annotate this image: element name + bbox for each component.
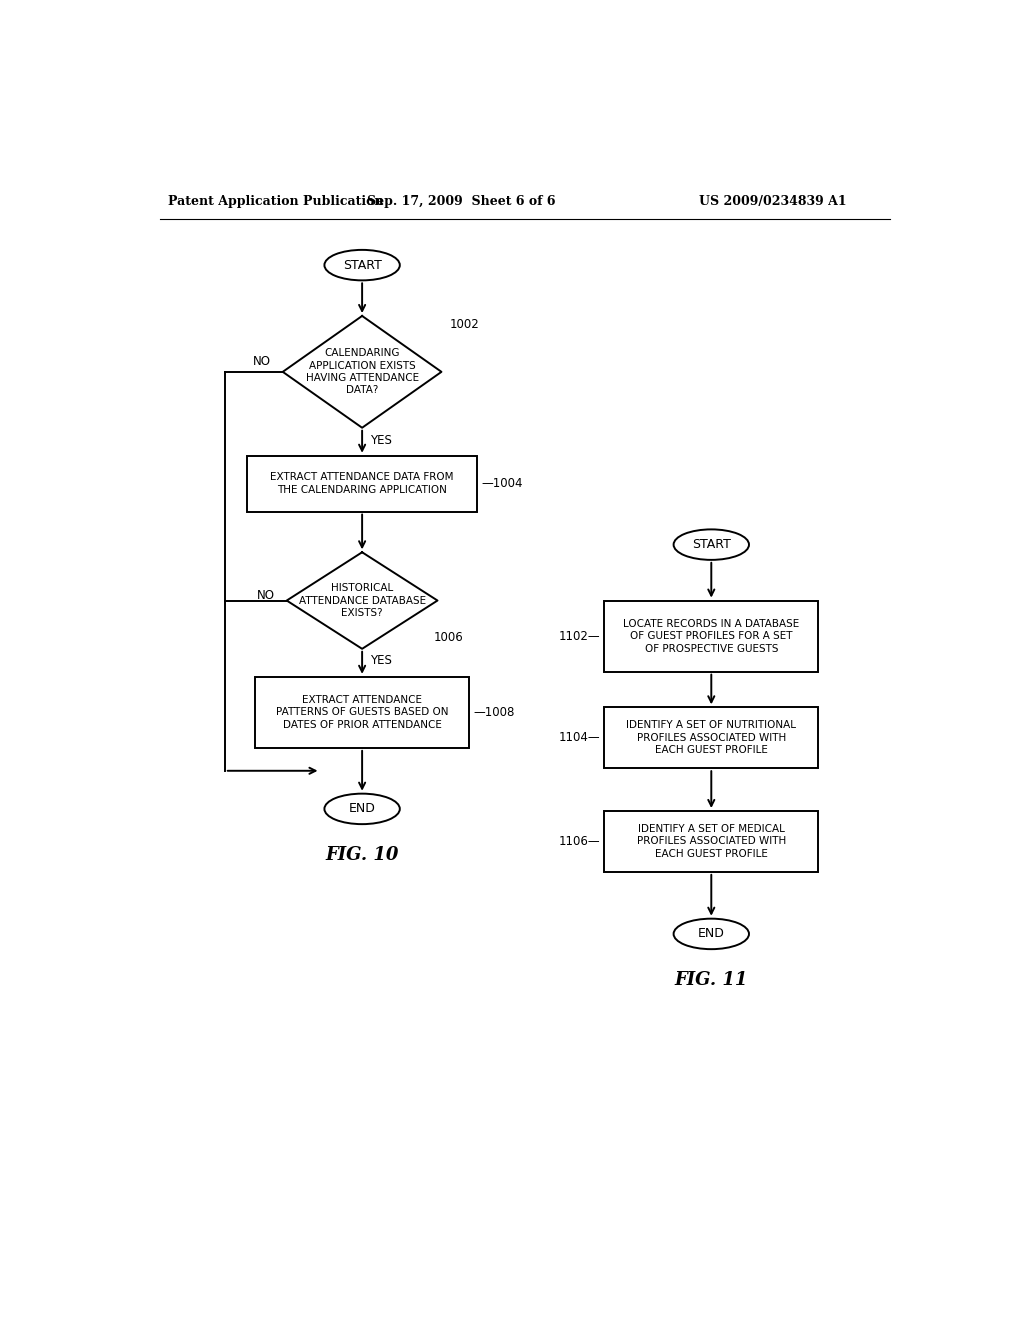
Text: YES: YES: [370, 434, 392, 447]
Text: HISTORICAL
ATTENDANCE DATABASE
EXISTS?: HISTORICAL ATTENDANCE DATABASE EXISTS?: [299, 583, 426, 618]
Text: Patent Application Publication: Patent Application Publication: [168, 194, 383, 207]
Text: YES: YES: [370, 653, 392, 667]
Text: LOCATE RECORDS IN A DATABASE
OF GUEST PROFILES FOR A SET
OF PROSPECTIVE GUESTS: LOCATE RECORDS IN A DATABASE OF GUEST PR…: [624, 619, 800, 653]
Text: END: END: [349, 803, 376, 816]
Text: 1102—: 1102—: [558, 630, 600, 643]
Text: 1106—: 1106—: [558, 836, 600, 847]
Text: START: START: [343, 259, 382, 272]
Text: —1008: —1008: [473, 706, 515, 719]
Text: IDENTIFY A SET OF NUTRITIONAL
PROFILES ASSOCIATED WITH
EACH GUEST PROFILE: IDENTIFY A SET OF NUTRITIONAL PROFILES A…: [627, 721, 797, 755]
Text: NO: NO: [253, 355, 270, 368]
Text: NO: NO: [257, 589, 274, 602]
Text: IDENTIFY A SET OF MEDICAL
PROFILES ASSOCIATED WITH
EACH GUEST PROFILE: IDENTIFY A SET OF MEDICAL PROFILES ASSOC…: [637, 824, 786, 859]
Text: FIG. 11: FIG. 11: [675, 970, 748, 989]
Text: FIG. 10: FIG. 10: [326, 846, 398, 863]
Text: CALENDARING
APPLICATION EXISTS
HAVING ATTENDANCE
DATA?: CALENDARING APPLICATION EXISTS HAVING AT…: [305, 348, 419, 396]
Text: 1006: 1006: [433, 631, 463, 644]
Text: START: START: [692, 539, 731, 552]
Text: END: END: [698, 928, 725, 940]
Text: 1002: 1002: [450, 318, 479, 330]
Text: US 2009/0234839 A1: US 2009/0234839 A1: [699, 194, 847, 207]
Text: —1004: —1004: [481, 477, 522, 490]
Text: EXTRACT ATTENDANCE
PATTERNS OF GUESTS BASED ON
DATES OF PRIOR ATTENDANCE: EXTRACT ATTENDANCE PATTERNS OF GUESTS BA…: [275, 694, 449, 730]
Text: 1104—: 1104—: [558, 731, 600, 744]
Text: Sep. 17, 2009  Sheet 6 of 6: Sep. 17, 2009 Sheet 6 of 6: [367, 194, 556, 207]
Text: EXTRACT ATTENDANCE DATA FROM
THE CALENDARING APPLICATION: EXTRACT ATTENDANCE DATA FROM THE CALENDA…: [270, 473, 454, 495]
